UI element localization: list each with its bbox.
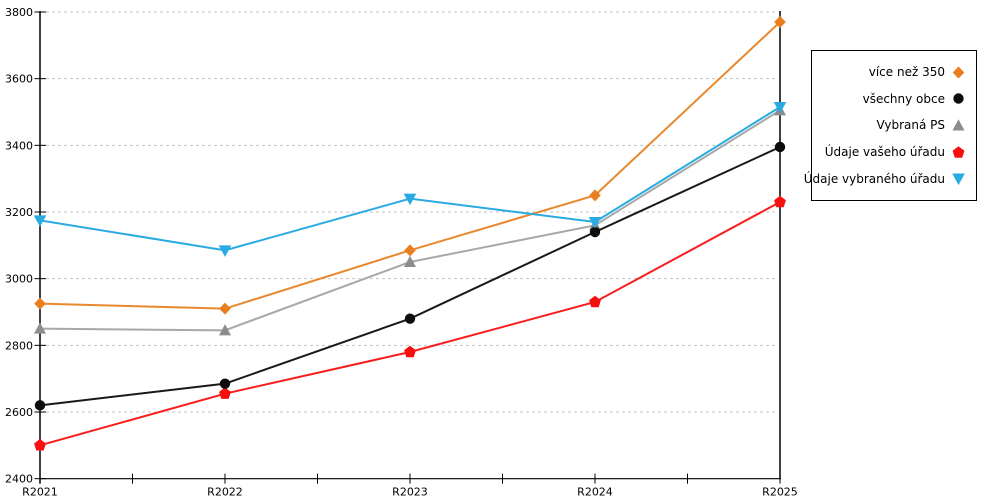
data-point	[404, 313, 416, 324]
legend-item-vybrana-ps: Vybraná PS	[816, 118, 966, 133]
triangle-up-marker-icon	[34, 322, 46, 334]
chart-legend: více než 350 všechny obce Vybraná PS Úda…	[804, 50, 977, 201]
triangle-down-marker-icon	[952, 173, 965, 186]
diamond-marker-icon	[952, 66, 965, 79]
legend-marker-triangle-down-icon	[951, 171, 966, 186]
y-tick-label: 2600	[5, 406, 33, 419]
legend-item-udaje-vaseho-uradu: Údaje vašeho úřadu	[816, 145, 966, 160]
legend-label: Údaje vašeho úřadu	[824, 145, 945, 160]
circle-marker-icon	[219, 378, 231, 389]
triangle-down-marker-icon	[403, 193, 417, 206]
data-point	[34, 297, 46, 310]
y-tick-label: 3400	[5, 139, 33, 152]
legend-label: více než 350	[868, 65, 945, 80]
x-tick-label: R2022	[207, 486, 243, 499]
pentagon-marker-icon	[34, 439, 46, 451]
pentagon-marker-icon	[404, 345, 416, 358]
triangle-down-marker-icon	[773, 102, 787, 114]
data-point	[774, 141, 786, 153]
circle-marker-icon	[404, 313, 416, 324]
legend-item-udaje-vybraneho-uradu: Údaje vybraného úřadu	[804, 171, 966, 186]
series-0	[34, 16, 786, 315]
series-line	[39, 109, 781, 332]
y-tick-label: 2400	[5, 473, 33, 486]
data-point	[219, 387, 231, 399]
data-point	[34, 400, 46, 411]
triangle-up-marker-icon	[952, 119, 965, 131]
circle-marker-icon	[774, 141, 786, 153]
y-tick-label: 3800	[5, 6, 33, 19]
legend-item-vsechny-obce: všechny obce	[816, 91, 966, 106]
circle-marker-icon	[34, 400, 46, 411]
legend-marker-diamond-icon	[951, 65, 966, 80]
circle-marker-icon	[953, 93, 964, 105]
legend-label: všechny obce	[862, 91, 945, 106]
triangle-down-marker-icon	[588, 217, 602, 229]
x-tick-label: R2025	[762, 486, 798, 499]
data-point	[218, 245, 232, 257]
legend-label: Vybraná PS	[876, 118, 945, 133]
diamond-marker-icon	[34, 297, 46, 310]
data-point	[404, 345, 416, 358]
triangle-down-marker-icon	[33, 215, 47, 227]
data-point	[589, 226, 601, 238]
triangle-up-marker-icon	[219, 324, 231, 336]
y-tick-label: 3200	[5, 206, 33, 219]
series-line	[39, 146, 781, 407]
pentagon-marker-icon	[774, 195, 786, 208]
pentagon-marker-icon	[589, 295, 601, 308]
pentagon-marker-icon	[952, 145, 965, 158]
x-tick-label: R2023	[392, 486, 428, 499]
data-point	[34, 322, 46, 334]
x-tick-label: R2021	[22, 486, 58, 499]
data-point	[34, 439, 46, 451]
legend-marker-circle-icon	[951, 91, 966, 106]
legend-item-vice-nez-350: více než 350	[816, 65, 966, 80]
diamond-marker-icon	[404, 244, 416, 257]
data-point	[219, 378, 231, 389]
data-point	[403, 193, 417, 206]
y-tick-label: 3600	[5, 73, 33, 86]
triangle-up-marker-icon	[404, 255, 416, 267]
data-point	[773, 102, 787, 114]
data-point	[404, 255, 416, 267]
data-point	[219, 324, 231, 336]
series-3	[34, 195, 786, 451]
series-4	[33, 102, 787, 257]
data-point	[589, 295, 601, 308]
data-point	[33, 215, 47, 227]
x-tick-label: R2024	[577, 486, 613, 499]
data-point	[404, 244, 416, 257]
data-point	[219, 302, 231, 315]
diamond-marker-icon	[219, 302, 231, 315]
y-tick-label: 2800	[5, 339, 33, 352]
data-point	[588, 217, 602, 229]
legend-label: Údaje vybraného úřadu	[803, 171, 945, 186]
pentagon-marker-icon	[219, 387, 231, 399]
series-1	[34, 141, 786, 411]
data-point	[774, 195, 786, 208]
y-tick-label: 3000	[5, 273, 33, 286]
triangle-down-marker-icon	[218, 245, 232, 257]
series-2	[34, 104, 786, 336]
legend-marker-triangle-up-icon	[951, 118, 966, 133]
legend-marker-pentagon-icon	[951, 145, 966, 160]
circle-marker-icon	[589, 226, 601, 238]
